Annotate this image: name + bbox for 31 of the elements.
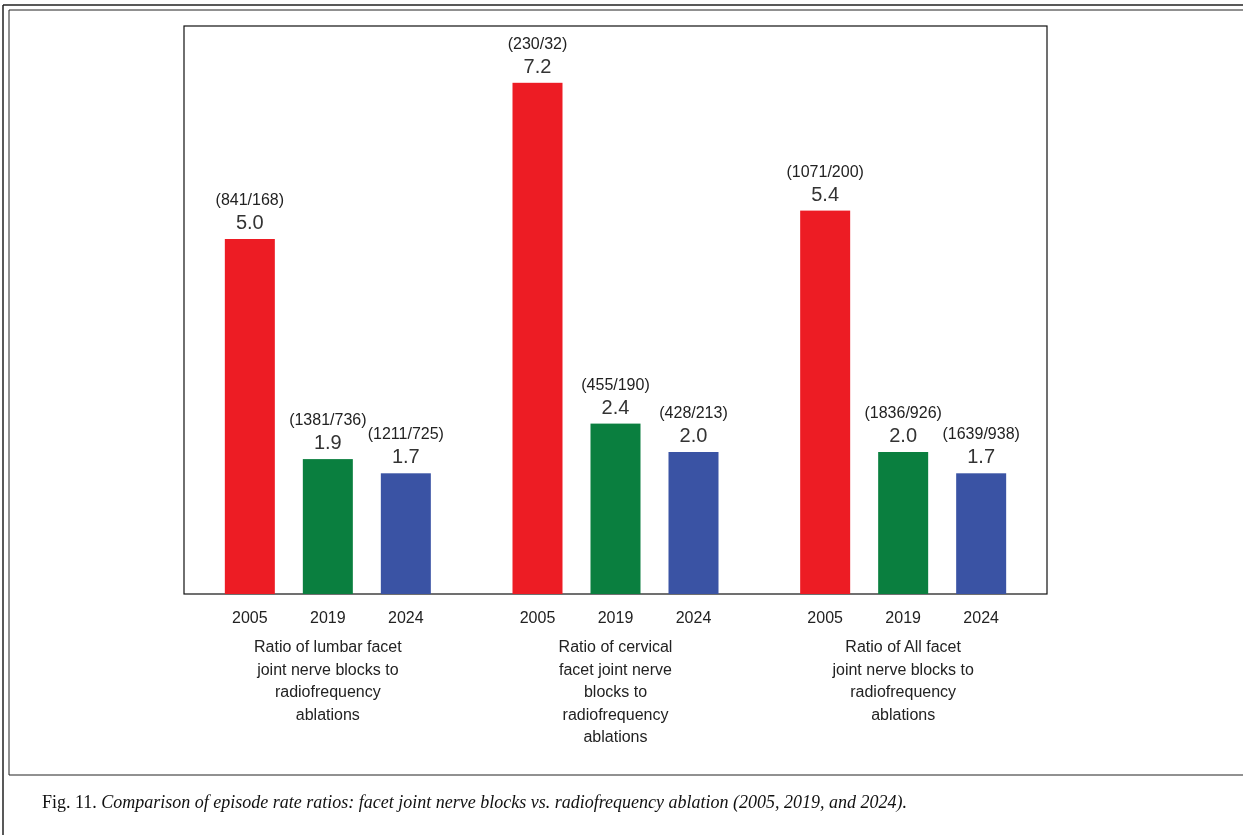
bar xyxy=(302,459,353,594)
series-label: 2019 xyxy=(310,609,346,626)
data-label: 2.4 (455/190) xyxy=(581,375,650,418)
text: 2019 xyxy=(597,609,634,626)
text: 2024 xyxy=(675,609,712,626)
data-label: 2.0 (428/213) xyxy=(659,404,728,446)
data-label: 7.2 (230/32) xyxy=(507,34,568,77)
data-label: 1.7 (1639/938) xyxy=(942,425,1020,468)
bar xyxy=(224,239,275,594)
text: 2024 xyxy=(963,609,999,626)
bar xyxy=(512,82,563,594)
bar xyxy=(878,452,929,594)
bar xyxy=(956,473,1007,594)
data-label: 1.9 (1381/736) xyxy=(289,411,367,454)
data-label: 5.4 (1071/200) xyxy=(786,162,864,205)
x-tick-label: Ratio of lumbar facet joint nerve blocks to radiofrequency ablations xyxy=(254,638,403,723)
bar xyxy=(590,423,641,594)
bar xyxy=(668,452,719,594)
series-label: 2005 xyxy=(232,609,268,626)
text: 2019 xyxy=(885,609,921,626)
caption: Fig. 11. Comparison of episode rate ratios: facet joint nerve blocks vs. radiofrequency ablation (2005, 2019, and 2024). xyxy=(42,792,908,813)
data-label: 2.0 (1836/926) xyxy=(864,404,942,446)
data-label: 5.0 (841/168) xyxy=(215,191,285,233)
x-tick-label: Ratio of cervical facet joint nerve blocks to radiofrequency ablations xyxy=(558,638,673,745)
x-tick-label: Ratio of All facet joint nerve blocks to radiofrequency ablations xyxy=(831,638,974,723)
data-label: 1.7 (1211/725) xyxy=(367,425,444,468)
text: 2005 xyxy=(519,609,556,626)
text: 2005 xyxy=(807,609,843,626)
bar xyxy=(380,473,431,594)
bar xyxy=(800,210,851,594)
series-label: 2024 xyxy=(388,609,424,626)
